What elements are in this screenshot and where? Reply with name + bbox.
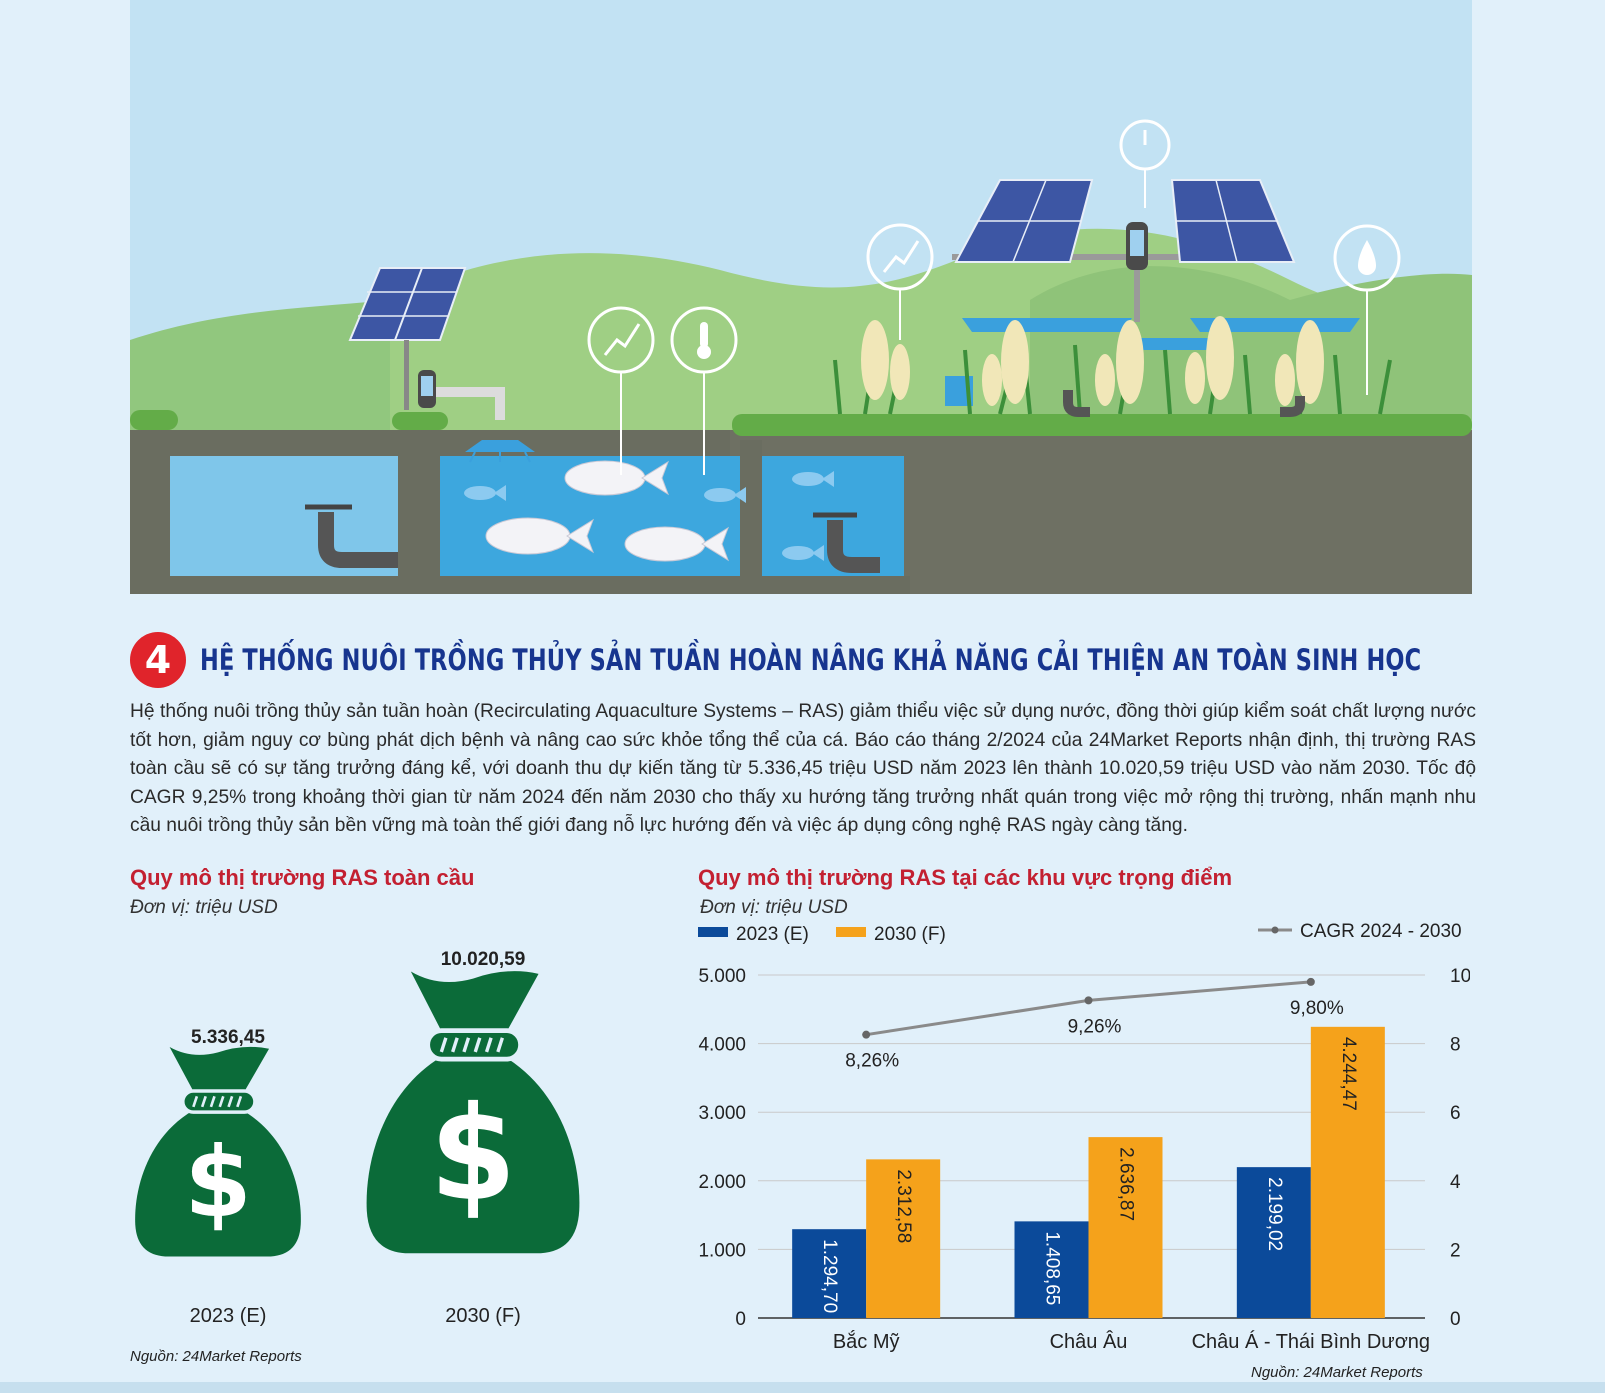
bar-value-label: 1.294,70 (819, 1239, 840, 1313)
legend-label: 2023 (E) (736, 924, 809, 945)
section-number-badge: 4 (130, 632, 186, 688)
y-right-tick-label: 2 (1450, 1240, 1461, 1261)
y-left-tick-label: 2.000 (698, 1172, 746, 1193)
bar-value-label: 2.636,87 (1115, 1147, 1136, 1221)
fish-icon (464, 471, 834, 561)
faucet-icon (305, 504, 398, 568)
y-left-tick-label: 0 (735, 1309, 746, 1330)
bar-value-label: 1.408,65 (1041, 1231, 1062, 1305)
regional-chart-unit: Đơn vị: triệu USD (700, 897, 848, 918)
ras-illustration (130, 0, 1472, 594)
cagr-value-label: 9,26% (1068, 1016, 1122, 1037)
y-right-tick-label: 6 (1450, 1103, 1461, 1124)
solar-panel-icon (348, 267, 467, 410)
global-chart-title: Quy mô thị trường RAS toàn cầu (130, 865, 475, 890)
thermometer-icon (670, 306, 738, 475)
bar-2023 (1014, 1221, 1089, 1318)
legend-swatch (836, 927, 866, 937)
y-right-tick-label: 10 (1450, 966, 1470, 987)
bottom-band (0, 1382, 1605, 1393)
bar-2030 (1310, 1026, 1385, 1318)
sensor-icon (1126, 222, 1148, 270)
rice-plant-icon (861, 316, 1324, 406)
y-left-tick-label: 5.000 (698, 966, 746, 987)
growth-chart-icon (587, 306, 655, 475)
bag-value-2023: 5.336,45 (191, 1027, 265, 1048)
sensor-icon (418, 370, 436, 408)
gauge-icon (1119, 119, 1171, 208)
faucet-icon (813, 512, 880, 573)
sprinkler-icon (465, 440, 535, 463)
section-title: HỆ THỐNG NUÔI TRỒNG THỦY SẢN TUẦN HOÀN N… (200, 643, 1422, 677)
global-chart-source: Nguồn: 24Market Reports (130, 1348, 302, 1365)
bar-value-label: 4.244,47 (1338, 1037, 1359, 1111)
bar-2023 (792, 1229, 867, 1318)
y-left-tick-label: 3.000 (698, 1103, 746, 1124)
cagr-value-label: 9,80% (1290, 998, 1344, 1019)
bar-value-label: 2.312,58 (893, 1169, 914, 1243)
cagr-point (862, 1030, 871, 1039)
y-right-tick-label: 0 (1450, 1309, 1461, 1330)
dollar-sign-icon: $ (430, 1079, 516, 1230)
solar-panel-icon (952, 179, 1296, 322)
fish-icon (485, 460, 729, 562)
y-right-tick-label: 8 (1450, 1035, 1461, 1056)
y-left-tick-label: 1.000 (698, 1240, 746, 1261)
y-left-tick-label: 4.000 (698, 1035, 746, 1056)
y-right-tick-label: 4 (1450, 1172, 1461, 1193)
x-category-label: Bắc Mỹ (833, 1330, 900, 1353)
regional-chart-source: Nguồn: 24Market Reports (1251, 1364, 1423, 1381)
bar-value-label: 2.199,02 (1264, 1177, 1285, 1251)
growth-chart-icon (866, 223, 934, 340)
dollar-sign-icon: $ (184, 1126, 251, 1239)
bag-label-2030: 2030 (F) (445, 1305, 521, 1327)
regional-bar-chart: 2023 (E) 2030 (F) CAGR 2024 - 2030 0 1.000 2.… (698, 921, 1470, 1353)
regional-chart-title: Quy mô thị trường RAS tại các khu vực tr… (698, 865, 1233, 890)
x-category-label: Châu Á - Thái Bình Dương (1192, 1330, 1430, 1353)
intro-paragraph: Hệ thống nuôi trồng thủy sản tuần hoàn (… (130, 701, 1476, 836)
cagr-value-label: 8,26% (845, 1051, 899, 1072)
bag-label-2023: 2023 (E) (189, 1305, 267, 1327)
legend-swatch (698, 927, 728, 937)
legend-label: CAGR 2024 - 2030 (1300, 921, 1462, 942)
bar-2030 (1088, 1137, 1163, 1318)
bar-2030 (866, 1159, 941, 1318)
bag-value-2030: 10.020,59 (440, 949, 526, 970)
legend-label: 2030 (F) (874, 924, 946, 945)
water-drop-icon (1333, 224, 1401, 395)
legend-marker (1271, 926, 1279, 934)
cagr-point (1084, 996, 1093, 1005)
bar-2023 (1236, 1167, 1311, 1318)
x-category-label: Châu Âu (1050, 1330, 1128, 1353)
money-bag-icon-2030: $ (366, 971, 580, 1254)
money-bag-icon-2023: $ (135, 1046, 301, 1257)
global-chart-unit: Đơn vị: triệu USD (130, 897, 278, 918)
cagr-point (1306, 977, 1315, 986)
section-heading: 4 HỆ THỐNG NUÔI TRỒNG THỦY SẢN TUẦN HOÀN… (130, 630, 1605, 690)
